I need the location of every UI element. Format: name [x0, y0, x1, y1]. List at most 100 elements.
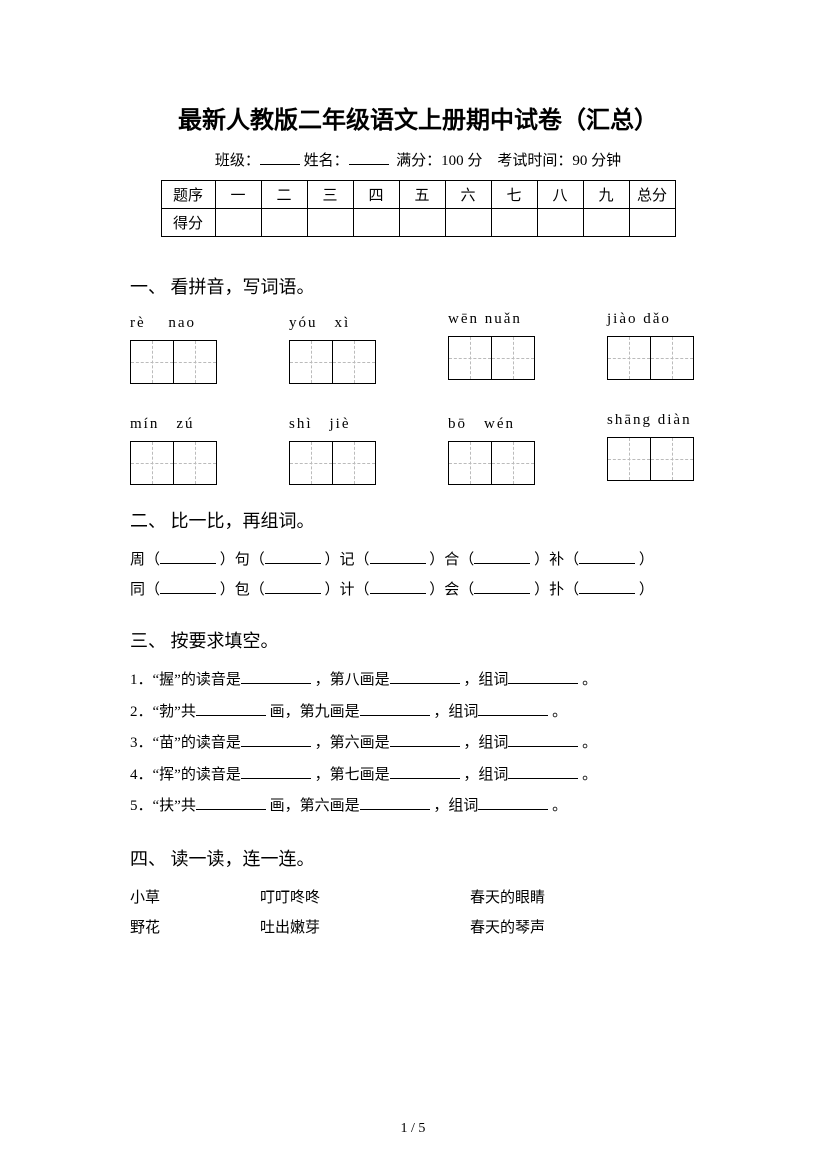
- q2-blank[interactable]: [160, 580, 216, 594]
- q3-blank[interactable]: [241, 733, 311, 747]
- char-box[interactable]: [130, 441, 174, 485]
- q3-blank[interactable]: [390, 765, 460, 779]
- char-box[interactable]: [289, 340, 333, 384]
- pinyin-grid: rè nao yóu xì wēn nuǎn jiào dǎo mín zú s…: [130, 311, 706, 485]
- q3-blank[interactable]: [478, 702, 548, 716]
- page-number: 1 / 5: [0, 1121, 826, 1137]
- q3-blank[interactable]: [390, 670, 460, 684]
- q3-text: ，第七画是: [315, 767, 390, 783]
- q3-text: ，组词: [463, 735, 508, 751]
- pinyin-item: jiào dǎo: [607, 311, 706, 384]
- q2-blank[interactable]: [579, 550, 635, 564]
- q3-blank[interactable]: [508, 765, 578, 779]
- char-box[interactable]: [650, 336, 694, 380]
- full-value: 100 分: [441, 153, 482, 169]
- q2-char: ）会（: [429, 582, 474, 598]
- q3-text: 3．“苗”的读音是: [130, 735, 241, 751]
- score-table: 题序 一 二 三 四 五 六 七 八 九 总分 得分: [161, 180, 676, 237]
- score-cell[interactable]: [307, 209, 353, 237]
- q2-char: ）记（: [325, 552, 370, 568]
- q2-line-2: 同（ ）包（ ）计（ ）会（ ）扑（ ）: [130, 575, 706, 605]
- q3-blank[interactable]: [508, 670, 578, 684]
- pinyin-label: wēn nuǎn: [448, 311, 547, 328]
- q3-blank[interactable]: [478, 796, 548, 810]
- meta-line: 班级： 姓名： 满分：100 分 考试时间：90 分钟: [130, 149, 706, 170]
- col-cell: 八: [537, 181, 583, 209]
- q2-blank[interactable]: [160, 550, 216, 564]
- q3-blank[interactable]: [196, 702, 266, 716]
- col-cell: 三: [307, 181, 353, 209]
- score-cell[interactable]: [445, 209, 491, 237]
- q2-blank[interactable]: [370, 550, 426, 564]
- class-blank[interactable]: [260, 151, 300, 165]
- q3-text: 5．“扶”共: [130, 798, 196, 814]
- char-box[interactable]: [289, 441, 333, 485]
- q2-line-1: 周（ ）句（ ）记（ ）合（ ）补（ ）: [130, 545, 706, 575]
- q3-text: 1．“握”的读音是: [130, 672, 241, 688]
- q3-text: 4．“挥”的读音是: [130, 767, 241, 783]
- char-box[interactable]: [448, 441, 492, 485]
- char-box[interactable]: [491, 336, 535, 380]
- char-box[interactable]: [332, 340, 376, 384]
- q3-text: 。: [582, 767, 597, 783]
- name-label: 姓名：: [304, 153, 349, 169]
- q2-char: ）包（: [220, 582, 265, 598]
- char-box[interactable]: [332, 441, 376, 485]
- char-box[interactable]: [173, 340, 217, 384]
- score-cell[interactable]: [261, 209, 307, 237]
- char-box[interactable]: [491, 441, 535, 485]
- char-box[interactable]: [650, 437, 694, 481]
- q3-blank[interactable]: [360, 796, 430, 810]
- q3-blank[interactable]: [196, 796, 266, 810]
- col-cell: 七: [491, 181, 537, 209]
- char-box[interactable]: [607, 437, 651, 481]
- col-cell: 二: [261, 181, 307, 209]
- q3-blank[interactable]: [241, 670, 311, 684]
- q3-text: ，第六画是: [315, 735, 390, 751]
- name-blank[interactable]: [349, 151, 389, 165]
- char-box[interactable]: [448, 336, 492, 380]
- score-cell[interactable]: [629, 209, 675, 237]
- section-2-heading: 二、 比一比，再组词。: [130, 507, 706, 533]
- score-cell[interactable]: [537, 209, 583, 237]
- q2-blank[interactable]: [370, 580, 426, 594]
- char-box[interactable]: [130, 340, 174, 384]
- q3-text: 画，第九画是: [270, 704, 360, 720]
- q4-col1: 小草: [130, 883, 260, 913]
- q2-blank[interactable]: [474, 580, 530, 594]
- section-3-heading: 三、 按要求填空。: [130, 627, 706, 653]
- col-cell: 总分: [629, 181, 675, 209]
- q3-line-3: 3．“苗”的读音是 ，第六画是 ，组词 。: [130, 728, 706, 760]
- q2-blank[interactable]: [474, 550, 530, 564]
- col-cell: 一: [215, 181, 261, 209]
- char-box[interactable]: [173, 441, 217, 485]
- q3-text: ，第八画是: [315, 672, 390, 688]
- time-label: 考试时间：: [497, 153, 572, 169]
- q3-text: 。: [552, 704, 567, 720]
- score-cell[interactable]: [491, 209, 537, 237]
- q3-blank[interactable]: [508, 733, 578, 747]
- pinyin-item: shāng diàn: [607, 412, 706, 485]
- score-cell[interactable]: [215, 209, 261, 237]
- q4-col1: 野花: [130, 913, 260, 943]
- q2-blank[interactable]: [579, 580, 635, 594]
- q3-blank[interactable]: [390, 733, 460, 747]
- q3-text: ，组词: [433, 704, 478, 720]
- page-title: 最新人教版二年级语文上册期中试卷（汇总）: [130, 100, 706, 135]
- char-box[interactable]: [607, 336, 651, 380]
- score-cell[interactable]: [353, 209, 399, 237]
- table-row: 题序 一 二 三 四 五 六 七 八 九 总分: [161, 181, 675, 209]
- score-cell[interactable]: [583, 209, 629, 237]
- q3-blank[interactable]: [360, 702, 430, 716]
- q3-text: 。: [552, 798, 567, 814]
- col-cell: 四: [353, 181, 399, 209]
- q3-blank[interactable]: [241, 765, 311, 779]
- q3-text: 。: [582, 672, 597, 688]
- pinyin-label: mín zú: [130, 412, 229, 433]
- col-cell: 六: [445, 181, 491, 209]
- q2-blank[interactable]: [265, 580, 321, 594]
- score-cell[interactable]: [399, 209, 445, 237]
- q2-blank[interactable]: [265, 550, 321, 564]
- pinyin-label: jiào dǎo: [607, 311, 706, 328]
- pinyin-label: rè nao: [130, 311, 229, 332]
